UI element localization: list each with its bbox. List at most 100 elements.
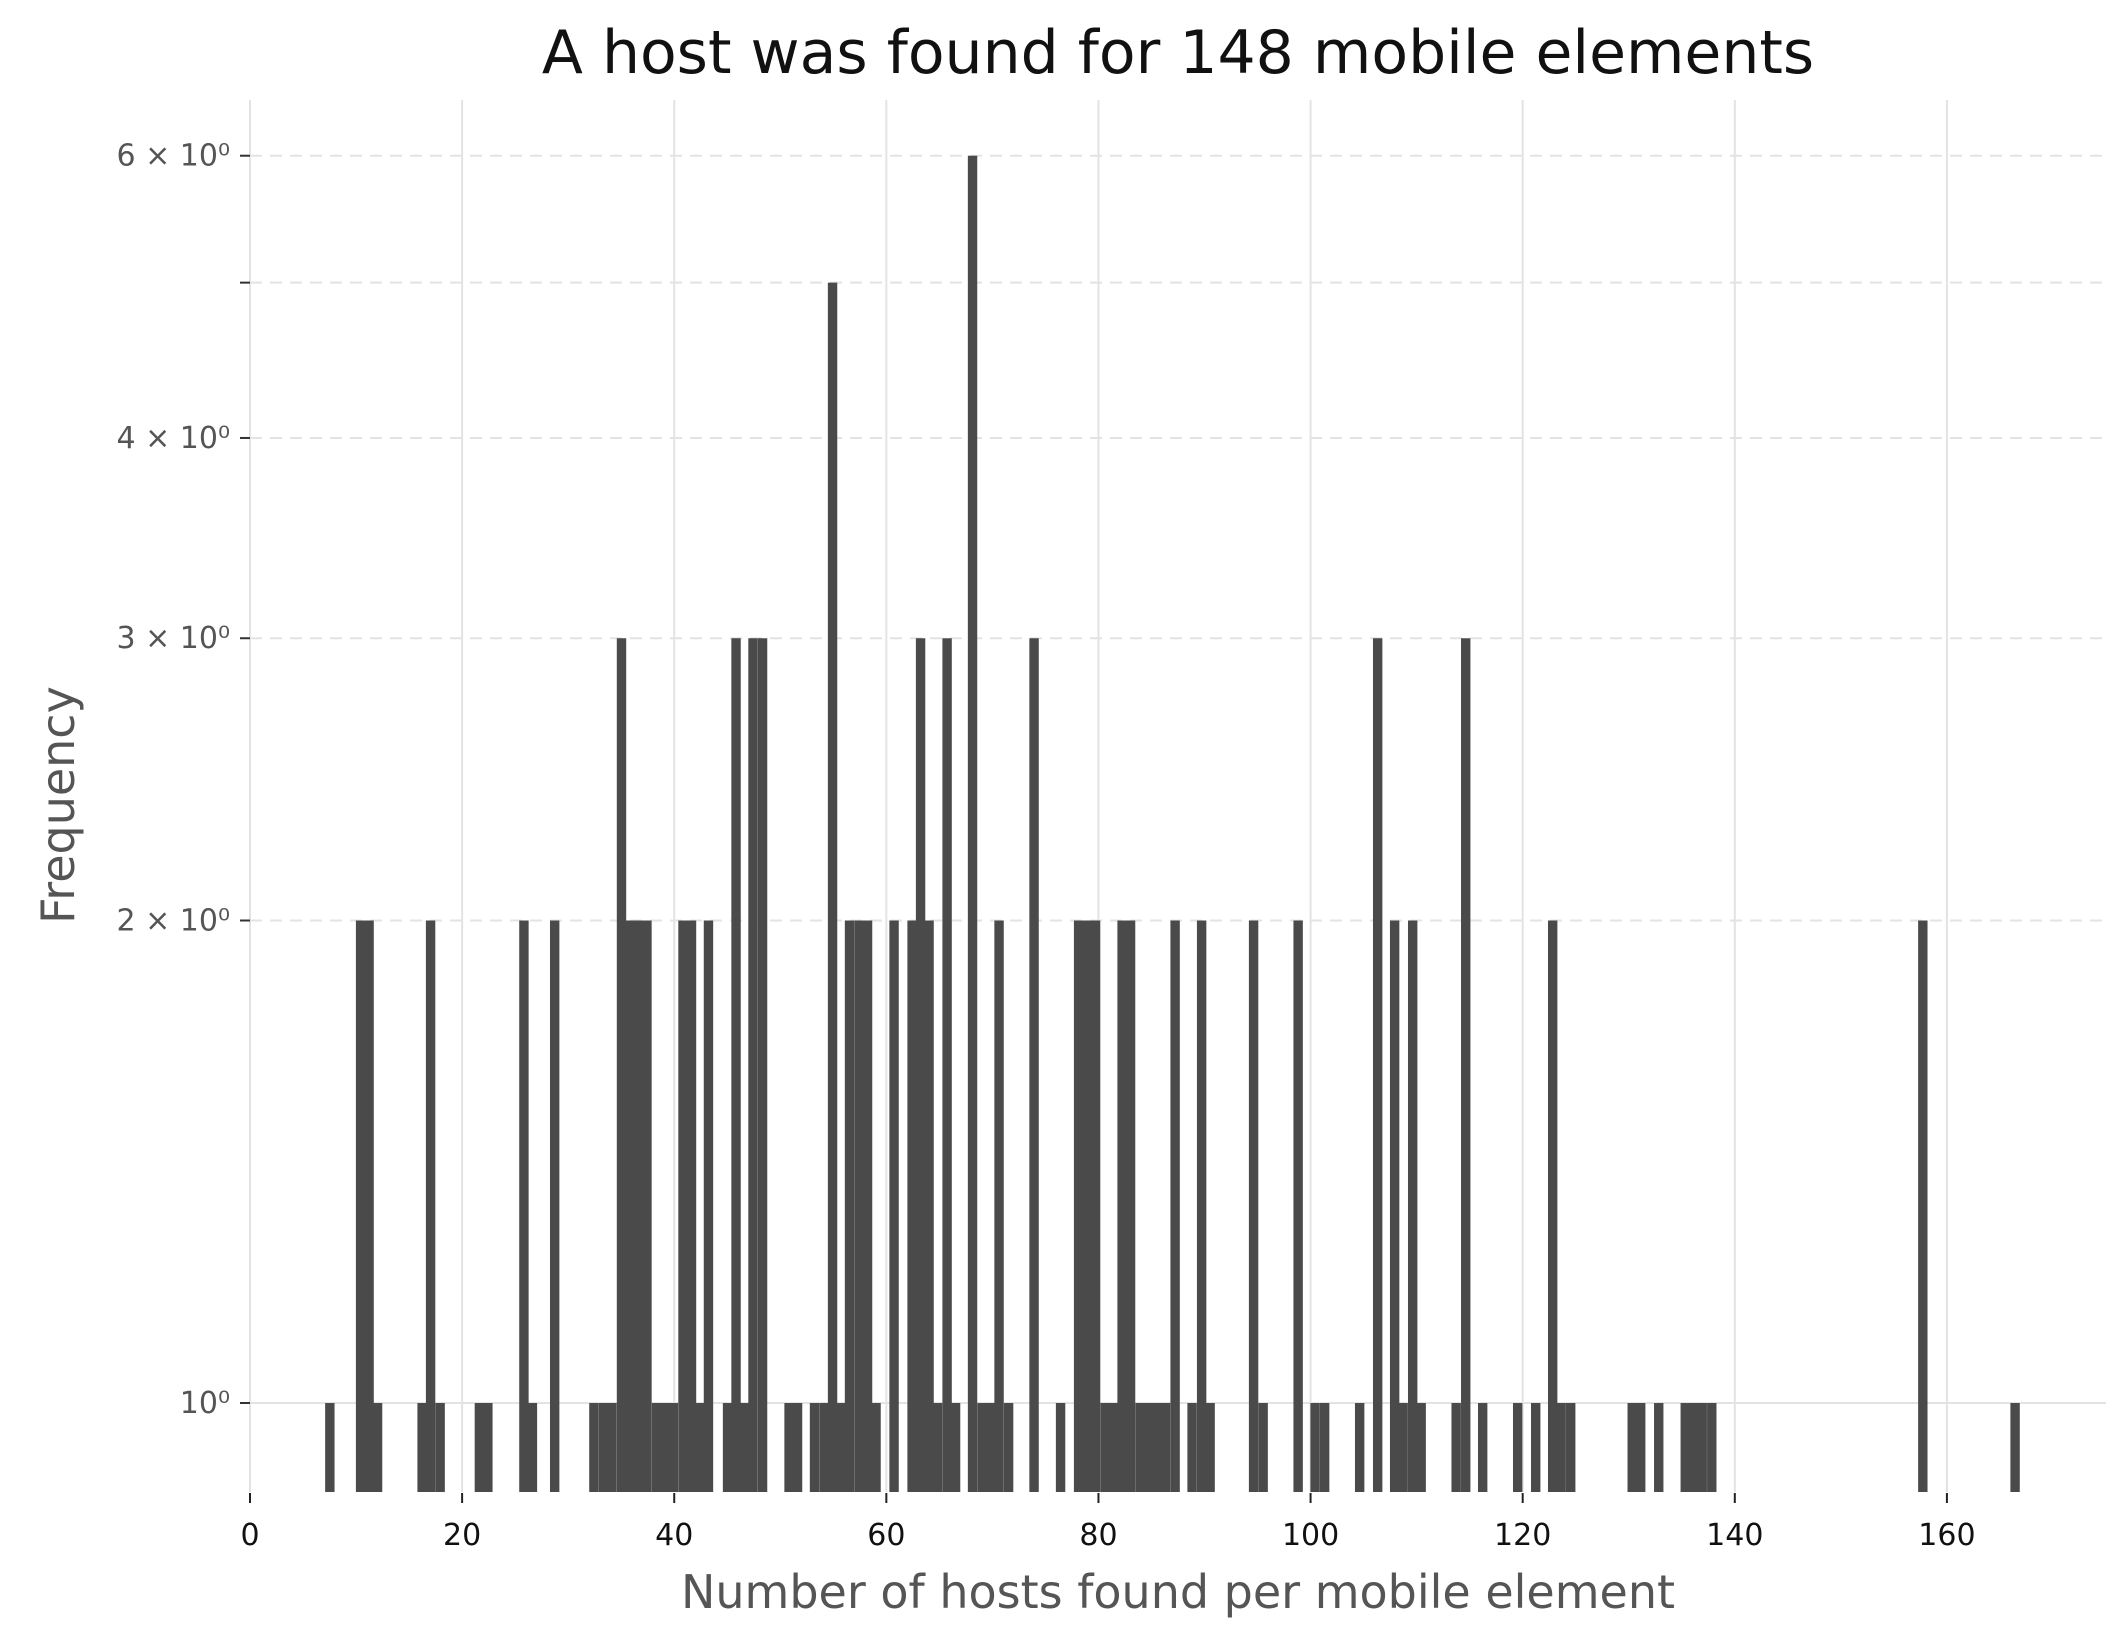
histogram-bar <box>942 638 952 1492</box>
histogram-bar <box>889 920 899 1492</box>
histogram-bar <box>1531 1403 1541 1492</box>
histogram-bar <box>1451 1403 1461 1492</box>
x-axis-label: Number of hosts found per mobile element <box>680 1565 1676 1619</box>
histogram-bar <box>1029 638 1039 1492</box>
histogram-bar <box>1680 1403 1690 1492</box>
histogram-bar <box>1654 1403 1664 1492</box>
histogram-bar <box>854 920 864 1492</box>
histogram-bar <box>1918 920 1928 1492</box>
x-tick-label: 20 <box>443 1518 481 1553</box>
histogram-bar <box>950 1403 961 1492</box>
histogram-bar <box>668 1403 679 1492</box>
x-tick-label: 100 <box>1282 1518 1339 1553</box>
histogram-bar <box>519 920 529 1492</box>
histogram-bar <box>907 920 917 1492</box>
histogram-bar <box>651 1403 662 1492</box>
x-tick-label: 80 <box>1079 1518 1117 1553</box>
histogram-bar <box>1055 1403 1066 1492</box>
histogram-bar <box>836 1403 846 1492</box>
histogram-bar <box>1697 1403 1707 1492</box>
histogram-bar <box>1416 1403 1426 1492</box>
histogram-bar <box>625 920 635 1492</box>
histogram-bar <box>325 1403 335 1492</box>
histogram-bar <box>633 920 644 1492</box>
x-tick-label: 60 <box>867 1518 905 1553</box>
histogram-bar <box>703 920 714 1492</box>
histogram-bar <box>1258 1403 1268 1492</box>
histogram-bar <box>1556 1403 1566 1492</box>
histogram-bar <box>1196 920 1207 1492</box>
histogram-bar <box>809 1403 820 1492</box>
histogram-bar <box>967 155 978 1493</box>
histogram-bar <box>1152 1403 1162 1492</box>
histogram-bar <box>1707 1403 1717 1492</box>
histogram-bar <box>1135 1403 1145 1492</box>
y-axis-label: Frequency <box>31 686 85 924</box>
histogram-bar <box>1170 920 1180 1492</box>
x-tick-label: 140 <box>1706 1518 1763 1553</box>
histogram-bar <box>1689 1403 1699 1492</box>
histogram-bar <box>1372 638 1383 1492</box>
histogram-bar <box>417 1403 427 1492</box>
histogram-bar <box>435 1403 445 1492</box>
histogram-bar <box>1477 1403 1488 1492</box>
histogram-bar <box>678 920 688 1492</box>
histogram-bar <box>827 282 838 1493</box>
histogram-bar <box>1389 920 1400 1492</box>
histogram-bar <box>527 1403 538 1492</box>
histogram-bar <box>1187 1403 1197 1492</box>
histogram-bar <box>722 1403 733 1492</box>
histogram-bar <box>1117 920 1127 1492</box>
histogram-bar <box>686 920 697 1492</box>
histogram-bar <box>862 920 873 1492</box>
histogram-bar <box>1003 1403 1014 1492</box>
x-tick-label: 0 <box>240 1518 259 1553</box>
histogram-bar <box>483 1403 493 1492</box>
histogram-bar <box>607 1403 617 1492</box>
axes: 0 20 40 60 80 100 120 140 160 10⁰ 2 × 10⁰ 3 × 10⁰ 4 … <box>117 139 1976 1553</box>
x-tick-label: 160 <box>1918 1518 1975 1553</box>
histogram-bar <box>739 1403 750 1492</box>
histogram-bar <box>871 1403 881 1492</box>
histogram-bar <box>1160 1403 1171 1492</box>
x-tick-label: 40 <box>655 1518 693 1553</box>
histogram-bar <box>695 1403 705 1492</box>
histogram-bar <box>748 638 758 1492</box>
histogram-bar <box>994 920 1004 1492</box>
histogram-bar <box>372 1403 383 1492</box>
histogram-bar <box>915 638 926 1492</box>
y-tick-label: 6 × 10⁰ <box>117 139 231 174</box>
histogram-bar <box>1108 1403 1119 1492</box>
histogram-bar <box>616 638 627 1492</box>
histogram-bar <box>474 1403 485 1492</box>
y-tick-label: 2 × 10⁰ <box>117 903 231 938</box>
histogram-bar <box>1354 1403 1365 1492</box>
histogram-bar <box>1398 1403 1408 1492</box>
histogram-bar <box>932 1403 943 1492</box>
histogram-bar <box>598 1403 609 1492</box>
histogram-bar <box>1205 1403 1215 1492</box>
histogram-bar <box>549 920 560 1492</box>
y-tick-label: 3 × 10⁰ <box>117 621 231 656</box>
histogram-bar <box>1310 1403 1320 1492</box>
histogram-bar <box>977 1403 987 1492</box>
histogram-bar <box>1636 1403 1646 1492</box>
histogram-bar <box>1125 920 1136 1492</box>
histogram-bar <box>2010 1403 2020 1492</box>
histogram-bar <box>1547 920 1558 1492</box>
histogram-bar <box>1143 1403 1154 1492</box>
x-tick-label: 120 <box>1494 1518 1551 1553</box>
histogram-bar <box>1461 638 1471 1492</box>
histogram-bar <box>355 920 366 1492</box>
histogram-bar <box>731 638 741 1492</box>
histogram-bar <box>425 920 436 1492</box>
histogram-bar <box>757 638 768 1492</box>
histogram-bar <box>660 1403 670 1492</box>
histogram-bar <box>1090 920 1101 1492</box>
histogram-bar <box>1293 920 1303 1492</box>
histogram-bars <box>325 155 2020 1493</box>
histogram-bar <box>1073 920 1084 1492</box>
y-tick-label: 10⁰ <box>180 1386 230 1421</box>
histogram-bar <box>924 920 934 1492</box>
